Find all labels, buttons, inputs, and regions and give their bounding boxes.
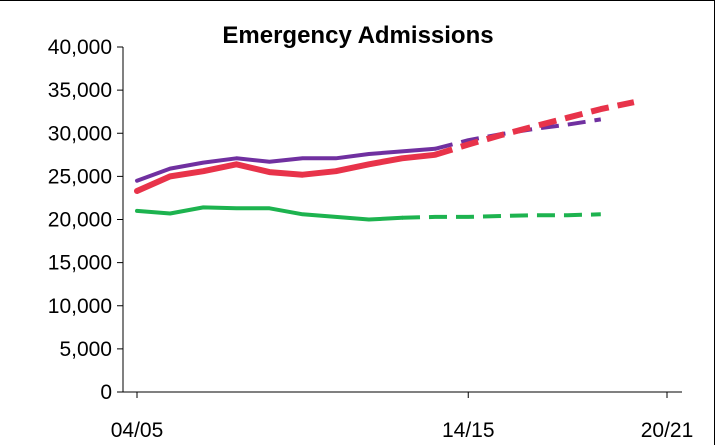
series-2-projected-line (434, 99, 635, 158)
x-tick-label: 04/05 (111, 419, 164, 442)
x-tick-label: 14/15 (442, 419, 495, 442)
y-tick-label: 15,000 (48, 252, 112, 275)
series-1-projected-line (434, 117, 602, 151)
y-tick-label: 20,000 (48, 209, 112, 232)
chart-title: Emergency Admissions (222, 22, 493, 49)
y-tick-label: 0 (100, 381, 112, 404)
x-tick-label: 20/21 (641, 419, 694, 442)
y-tick-label: 10,000 (48, 295, 112, 318)
series-2-actual-line (134, 151, 439, 194)
y-tick-label: 40,000 (48, 36, 112, 59)
series-1-actual-line (135, 146, 438, 183)
y-tick-label: 35,000 (48, 79, 112, 102)
series-3-projected-line (401, 212, 601, 220)
series-3-actual-line (135, 205, 404, 222)
y-axis: 0 5,000 10,000 15,000 20,000 25,000 30,000 35,0… (48, 36, 124, 404)
y-tick-label: 30,000 (48, 122, 112, 145)
series-lines (134, 99, 635, 222)
y-tick-label: 25,000 (48, 165, 112, 188)
x-axis: 04/05 14/15 20/21 (111, 391, 694, 442)
y-tick-label: 5,000 (59, 338, 112, 361)
